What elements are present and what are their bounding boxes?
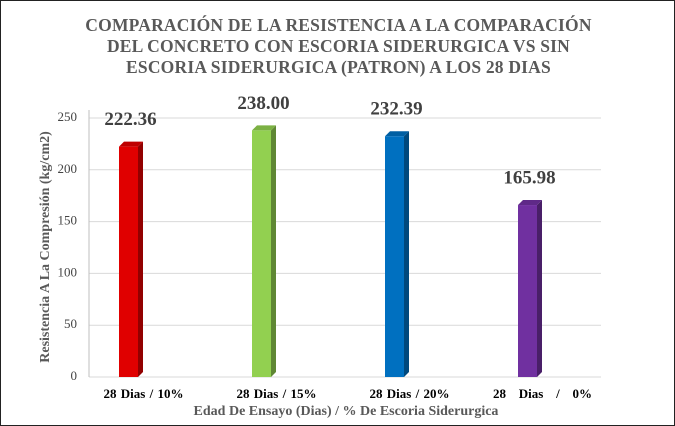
value-label: 222.36	[104, 109, 156, 130]
value-label: 165.98	[503, 167, 555, 188]
bar-side	[271, 125, 276, 377]
y-axis-title: Resistencia A La Compresión (kg/cm2)	[38, 131, 53, 363]
x-tick-label: 28 Dias / 0%	[493, 386, 592, 401]
chart-title: COMPARACIÓN DE LA RESISTENCIA A LA COMPA…	[85, 15, 592, 77]
bar	[119, 146, 138, 377]
value-label: 232.39	[370, 99, 422, 120]
y-tick-label: 200	[58, 161, 78, 176]
bar-top	[385, 131, 409, 137]
bar-top	[252, 125, 276, 131]
bar	[518, 205, 537, 377]
y-tick-label: 100	[58, 264, 78, 279]
x-tick-label: 28 Dias / 20%	[370, 386, 450, 401]
x-axis-title: Edad De Ensayo (Dias) / % De Escoria Sid…	[194, 404, 499, 419]
bar-side	[138, 141, 143, 377]
bar-side	[537, 200, 542, 377]
bar	[252, 130, 271, 377]
y-tick-label: 50	[64, 316, 77, 331]
y-tick-label: 0	[71, 368, 78, 383]
bar-top	[518, 200, 542, 206]
x-tick-label: 28 Dias / 15%	[237, 386, 317, 401]
bar	[385, 136, 404, 377]
x-tick-label: 28 Dias / 10%	[104, 386, 184, 401]
bar-side	[404, 131, 409, 377]
bar-top	[119, 141, 143, 147]
y-tick-label: 150	[58, 213, 78, 228]
y-tick-label: 250	[58, 109, 78, 124]
value-label: 238.00	[237, 93, 289, 114]
